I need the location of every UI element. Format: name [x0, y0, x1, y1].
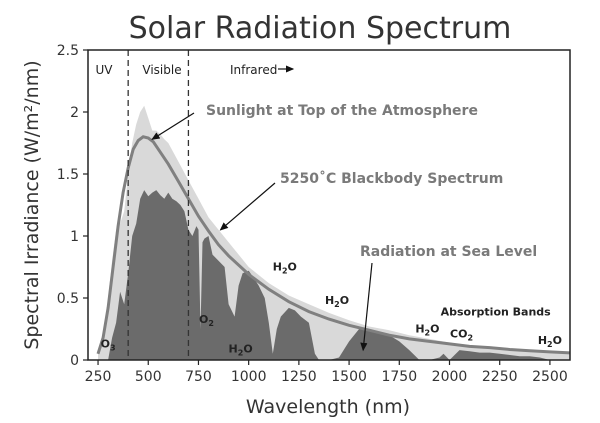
y-tick-label: 0.5 — [57, 291, 79, 307]
absorption-label-suffix: O — [288, 261, 297, 274]
absorption-label-6: H2O — [415, 323, 439, 338]
absorption-label-base: H — [273, 261, 282, 274]
absorption-label-8: H2O — [538, 334, 562, 349]
absorption-label-4: H2O — [273, 261, 297, 276]
annotation-top-of-atmosphere-arrow — [151, 112, 195, 140]
absorption-label-1: O3 — [101, 338, 116, 353]
absorption-label-subscript: 2 — [334, 300, 340, 309]
y-tick-label: 0 — [70, 353, 79, 369]
region-label-uv: UV — [96, 63, 114, 77]
x-tick-label: 2000 — [432, 369, 468, 385]
absorption-label-subscript: 2 — [425, 329, 431, 338]
series-blackbody-line — [96, 135, 571, 355]
absorption-label-suffix: O — [430, 323, 439, 336]
absorption-label-7: CO2 — [450, 328, 473, 343]
region-label-infrared: Infrared — [230, 63, 277, 77]
annotation-blackbody-text: 5250˚C Blackbody Spectrum — [280, 170, 503, 187]
absorption-label-5: H2O — [325, 294, 349, 309]
annotation-blackbody-arrow — [219, 182, 276, 231]
absorption-label-suffix: O — [553, 334, 562, 347]
x-axis-label: Wavelength (nm) — [246, 396, 410, 418]
x-tick-label: 750 — [185, 369, 212, 385]
absorption-label-base: O — [101, 338, 110, 351]
absorption-label-3: H2O — [229, 343, 253, 358]
y-axis-label: Spectral Irradiance (W/m²/nm) — [21, 60, 43, 349]
absorption-bands-title: Absorption Bands — [441, 305, 552, 318]
series-sea-level-area — [108, 190, 570, 360]
y-tick-label: 1.5 — [57, 167, 79, 183]
x-tick-label: 1500 — [331, 369, 367, 385]
absorption-label-subscript: 2 — [467, 334, 473, 343]
y-tick-label: 1 — [70, 229, 79, 245]
absorption-label-base: H — [229, 343, 238, 356]
annotation-top-of-atmosphere-text: Sunlight at Top of the Atmosphere — [206, 103, 478, 119]
region-label-visible: Visible — [142, 63, 181, 77]
absorption-label-base: H — [325, 294, 334, 307]
absorption-label-base: H — [538, 334, 547, 347]
x-tick-label: 250 — [85, 369, 112, 385]
absorption-label-subscript: 2 — [547, 340, 553, 349]
x-tick-label: 1750 — [381, 369, 417, 385]
x-tick-label: 1250 — [281, 369, 317, 385]
x-tick-label: 500 — [135, 369, 162, 385]
absorption-label-base: H — [415, 323, 424, 336]
absorption-label-base: CO — [450, 328, 467, 341]
chart-title: Solar Radiation Spectrum — [129, 11, 512, 46]
absorption-label-suffix: O — [340, 294, 349, 307]
absorption-label-subscript: 3 — [110, 344, 116, 353]
plot-frame — [87, 49, 571, 361]
absorption-label-subscript: 2 — [238, 349, 244, 358]
annotation-sea-level-arrow — [360, 262, 373, 352]
absorption-label-suffix: O — [243, 343, 252, 356]
y-tick-label: 2.5 — [57, 43, 79, 59]
absorption-label-base: O — [199, 313, 208, 326]
x-tick-label: 2250 — [482, 369, 518, 385]
y-tick-label: 2 — [70, 105, 79, 121]
x-tick-label: 1000 — [231, 369, 267, 385]
x-tick-label: 2500 — [532, 369, 568, 385]
absorption-label-2: O2 — [199, 313, 214, 328]
plot-layer: UV Visible Infrared 0 0.5 1 1.5 2 2.5 250 500 750 10… — [57, 43, 571, 385]
annotation-sea-level-text: Radiation at Sea Level — [360, 244, 537, 260]
absorption-label-subscript: 2 — [208, 319, 214, 328]
absorption-label-subscript: 2 — [282, 267, 288, 276]
